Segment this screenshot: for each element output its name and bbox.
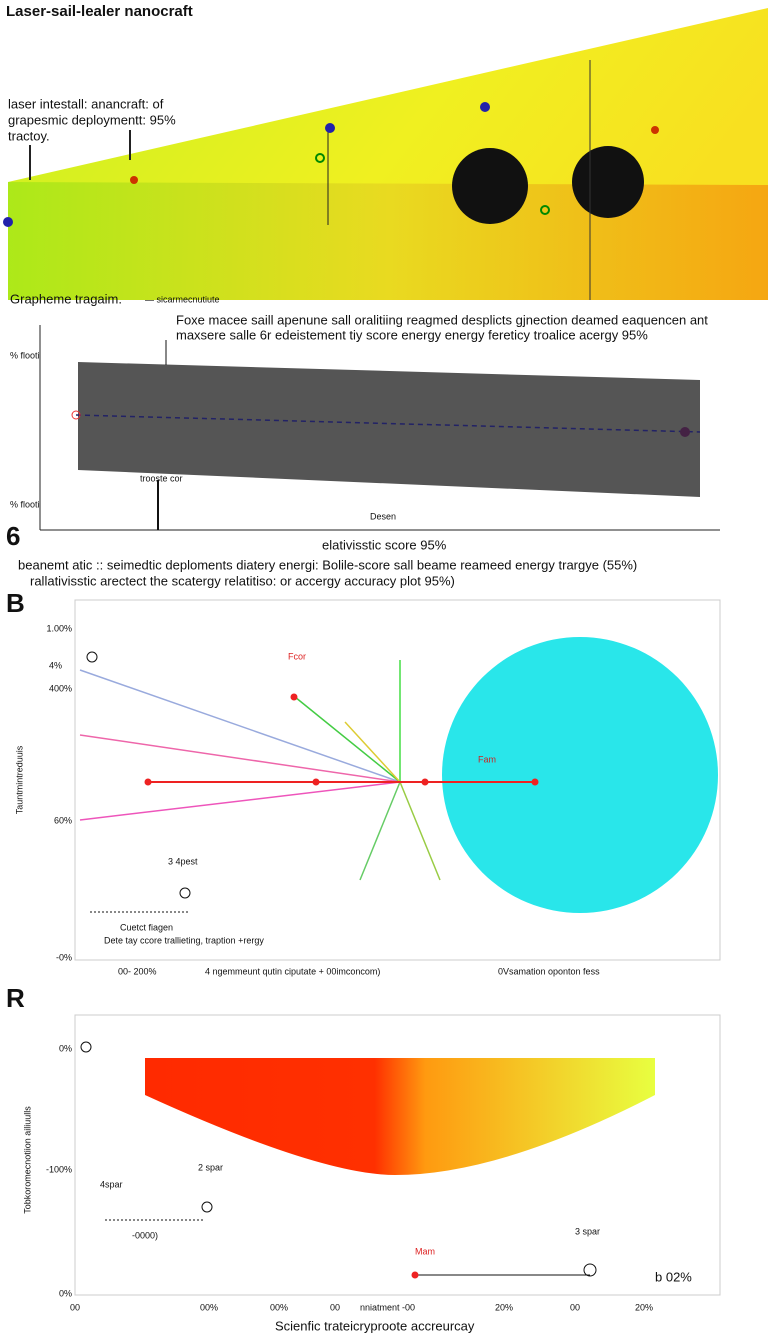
point (86, 651, 98, 663)
label: 3 spar (575, 1226, 600, 1236)
title: Laser-sail-lealer nanocraft (6, 3, 193, 20)
label: Dete tay ccore trallieting, traption +re… (104, 935, 264, 945)
x-title: Scienfic trateicryproote accreurcay (275, 1318, 475, 1333)
x-tick-label: 00 (70, 1302, 80, 1312)
heading: rallativisstic arectect the scatergy rel… (30, 573, 455, 588)
label: Cuetct fiagen (120, 922, 173, 932)
panel-letter: B (6, 588, 25, 618)
y-tick-label: 400% (49, 683, 72, 693)
point (130, 176, 138, 184)
label: — sicarmecnutiute (145, 294, 220, 304)
point (290, 693, 298, 701)
dark-body (572, 146, 644, 218)
y-title: Tobkoromecnotiion ailiuulls (22, 1106, 32, 1214)
note: laser intestall: anancraft: of (8, 96, 164, 111)
label: Fcor (288, 651, 306, 661)
x-tick-label: 00 (330, 1302, 340, 1312)
caption: maxsere salle 6r edeistement tiy score e… (176, 327, 648, 342)
point (315, 153, 325, 163)
point (421, 778, 429, 786)
label: -0000) (132, 1230, 158, 1240)
point (312, 778, 320, 786)
note: grapesmic deploymentt: 95% (8, 112, 176, 127)
label: trooste cor (140, 473, 183, 483)
y-tick-label: 60% (54, 815, 72, 825)
gradient-band (145, 1058, 655, 1175)
y-tick-label: 0% (59, 1043, 72, 1053)
point (531, 778, 539, 786)
panel-letter: R (6, 983, 25, 1013)
x-tick-label: 00- 200% (118, 966, 157, 976)
label: Fam (478, 754, 496, 764)
x-title: elativisstic score 95% (322, 537, 447, 552)
point (540, 205, 550, 215)
label: Mam (415, 1246, 435, 1256)
x-tick-label: nniatment -00 (360, 1302, 415, 1312)
point (651, 126, 659, 134)
plot-frame (74, 599, 721, 961)
y-label: % flooti (10, 350, 40, 360)
point (201, 1201, 213, 1213)
label: 3 4pest (168, 856, 198, 866)
point (583, 1263, 597, 1277)
label: Desen (370, 511, 396, 521)
x-tick-label: 00% (200, 1302, 218, 1312)
point (411, 1271, 419, 1279)
rays (79, 660, 441, 881)
band (78, 362, 700, 497)
heading: beanemt atic :: seimedtic deploments dia… (18, 557, 637, 572)
panel-letter: 6 (6, 521, 20, 551)
y-tick-label: -0% (56, 952, 72, 962)
x-tick-label: 00 (570, 1302, 580, 1312)
circle (442, 637, 718, 913)
point (3, 217, 13, 227)
label: Grapheme tragaim. (10, 291, 122, 306)
x-tick-label: 0Vsamation oponton fess (498, 966, 600, 976)
point (80, 1041, 92, 1053)
y-tick-label: 1.00% (46, 623, 72, 633)
y-title: Tauntmintreduuis (14, 745, 24, 814)
point (71, 410, 81, 420)
x-tick-label: 4 ngemmeunt qutin ciputate + 00imconcom) (205, 966, 380, 976)
x-tick-label: 20% (635, 1302, 653, 1312)
point (480, 102, 490, 112)
label: 4spar (100, 1179, 123, 1189)
y-tick-label: -100% (46, 1164, 72, 1174)
label: b 02% (655, 1269, 692, 1284)
x-tick-label: 20% (495, 1302, 513, 1312)
x-tick-label: 00% (270, 1302, 288, 1312)
dark-body (452, 148, 528, 224)
point (680, 427, 690, 437)
caption: Foxe macee saill apenune sall oralitiing… (176, 312, 708, 327)
sail-band (8, 182, 768, 300)
note: tractoy. (8, 128, 50, 143)
y-tick-label: 4% (49, 660, 62, 670)
point (325, 123, 335, 133)
label: 2 spar (198, 1162, 223, 1172)
y-tick-label: 0% (59, 1288, 72, 1298)
point (179, 887, 191, 899)
point (144, 778, 152, 786)
y-label: % flooti (10, 499, 40, 509)
plot-frame (74, 1014, 721, 1296)
